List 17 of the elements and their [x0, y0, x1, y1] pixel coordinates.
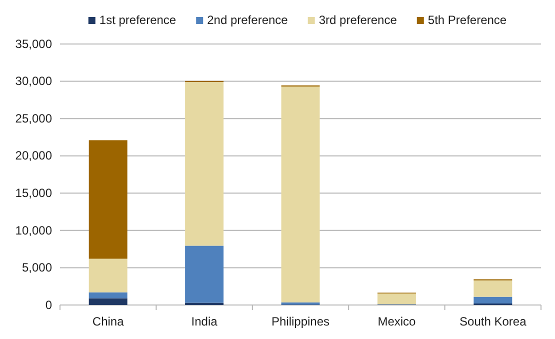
y-tick-label: 30,000 [15, 74, 52, 88]
y-tick-label: 35,000 [15, 36, 52, 51]
legend-label: 3rd preference [318, 13, 398, 27]
y-tick-label: 0 [45, 298, 52, 312]
y-tick-label: 10,000 [15, 223, 52, 238]
x-tick-label: Philippines [271, 314, 330, 329]
legend-label: 1st preference [99, 13, 176, 27]
x-tick-label: Mexico [378, 314, 416, 329]
y-tick-label: 15,000 [15, 186, 52, 200]
x-tick-label: South Korea [460, 314, 527, 329]
y-tick-label: 20,000 [15, 148, 52, 163]
x-tick-label: China [92, 314, 124, 329]
legend-label: 2nd preference [207, 13, 288, 27]
legend-label: 5th Preference [428, 13, 507, 27]
y-tick-label: 5,000 [22, 260, 52, 275]
y-tick-label: 25,000 [15, 111, 52, 126]
x-tick-label: India [191, 314, 218, 329]
